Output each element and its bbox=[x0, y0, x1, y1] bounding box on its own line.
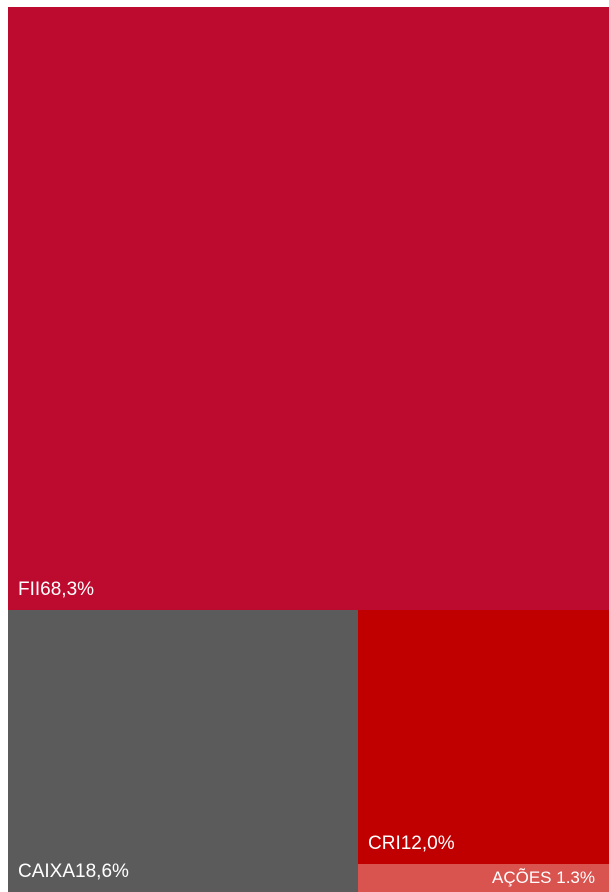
treemap-label-name: CAIXA bbox=[18, 861, 76, 882]
treemap-tile-a-es: AÇÕES 1.3% bbox=[358, 864, 609, 892]
treemap-label: CRI12,0% bbox=[368, 834, 455, 853]
treemap-label-value: 12,0% bbox=[400, 833, 455, 854]
treemap-tile-fii: FII68,3% bbox=[8, 7, 609, 610]
treemap-label-name: CRI bbox=[368, 833, 401, 854]
treemap-label-name: FII bbox=[18, 579, 41, 600]
treemap-label: CAIXA18,6% bbox=[18, 862, 129, 881]
treemap-label-value: 1.3% bbox=[556, 867, 595, 887]
treemap-tile-caixa: CAIXA18,6% bbox=[8, 610, 358, 892]
treemap-label-name: AÇÕES bbox=[491, 867, 552, 887]
treemap-label: AÇÕES 1.3% bbox=[492, 869, 595, 886]
treemap-label-value: 18,6% bbox=[75, 861, 129, 882]
treemap-tile-cri: CRI12,0% bbox=[358, 610, 609, 864]
treemap-label-value: 68,3% bbox=[40, 579, 95, 600]
treemap-label: FII68,3% bbox=[18, 580, 94, 599]
